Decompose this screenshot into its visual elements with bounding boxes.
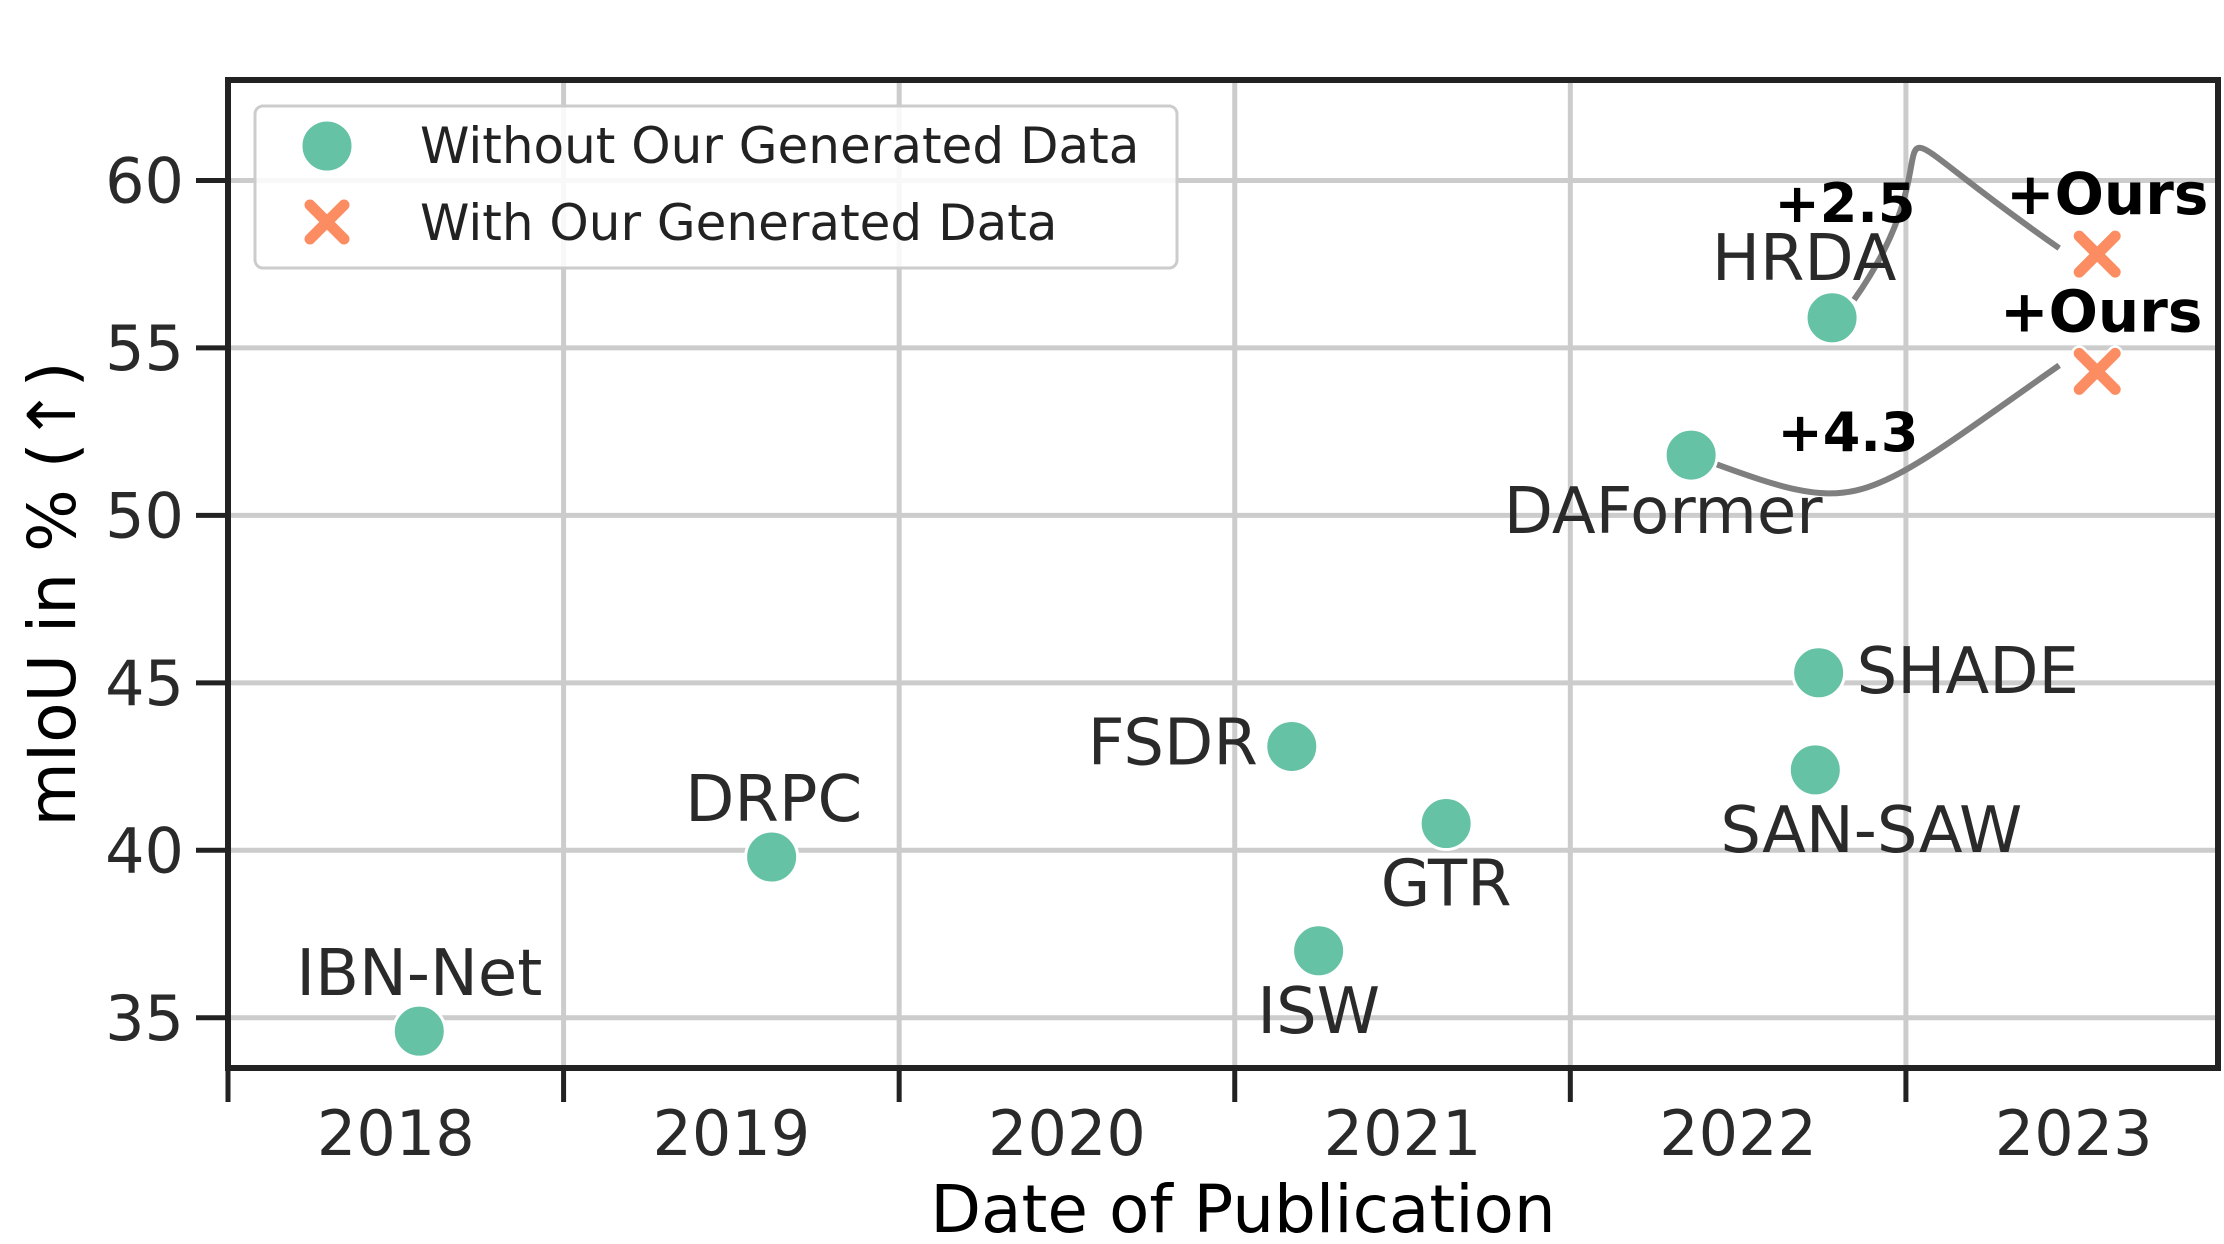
x-tick-label: 2020 [988, 1097, 1146, 1170]
ours-label: +Ours [2000, 277, 2202, 345]
y-axis-title: mIoU in % (↑) [14, 361, 91, 826]
legend-box [253, 104, 1179, 270]
data-point [1804, 290, 1860, 346]
axis-ticks: 35 40 45 50 55 60 2018 2019 2020 2021 2022 2023 [105, 144, 2153, 1170]
improvement-arrow [1712, 362, 2061, 497]
data-point [1791, 645, 1847, 701]
data-point [1418, 796, 1474, 852]
data-point [1787, 742, 1843, 798]
y-tick-label: 40 [105, 814, 184, 887]
y-tick-label: 45 [105, 647, 184, 720]
data-point [744, 829, 800, 885]
data-point [391, 1003, 447, 1059]
data-point-x [2071, 345, 2124, 398]
y-tick-label: 60 [105, 144, 184, 217]
plot-frame [225, 77, 2221, 1071]
point-label: DAFormer [1504, 475, 1824, 549]
data-point [1663, 427, 1719, 483]
annotations: +2.5 +4.3 [1712, 144, 2061, 497]
legend-label: Without Our Generated Data [420, 117, 1139, 175]
x-tick-label: 2018 [317, 1097, 475, 1170]
gain-label: +4.3 [1778, 401, 1919, 464]
legend-marker-x [304, 199, 350, 245]
point-label: ISW [1257, 975, 1380, 1049]
point-label: HRDA [1712, 222, 1897, 296]
ours-label: +Ours [2006, 160, 2208, 228]
point-label: SHADE [1857, 635, 2079, 709]
point-label: FSDR [1088, 706, 1258, 780]
point-label: DRPC [685, 763, 862, 837]
x-tick-label: 2022 [1659, 1097, 1817, 1170]
point-label: IBN-Net [296, 937, 542, 1011]
x-tick-label: 2019 [652, 1097, 810, 1170]
legend-label: With Our Generated Data [420, 194, 1057, 252]
data-points [391, 228, 2124, 1059]
data-point-x [2071, 228, 2124, 281]
data-point [1264, 718, 1320, 774]
point-label: SAN-SAW [1720, 794, 2022, 868]
point-label: GTR [1381, 848, 1512, 922]
legend: Without Our Generated Data With Our Gener… [253, 104, 1179, 270]
y-tick-label: 35 [105, 982, 184, 1055]
legend-marker-circle [299, 118, 355, 174]
x-axis-title: Date of Publication [930, 1171, 1556, 1244]
data-point [1291, 923, 1347, 979]
improvement-arrow [1851, 144, 2061, 302]
x-tick-label: 2021 [1324, 1097, 1482, 1170]
y-tick-label: 50 [105, 479, 184, 552]
y-tick-label: 55 [105, 312, 184, 385]
x-tick-label: 2023 [1995, 1097, 2153, 1170]
gain-label: +2.5 [1775, 172, 1916, 235]
